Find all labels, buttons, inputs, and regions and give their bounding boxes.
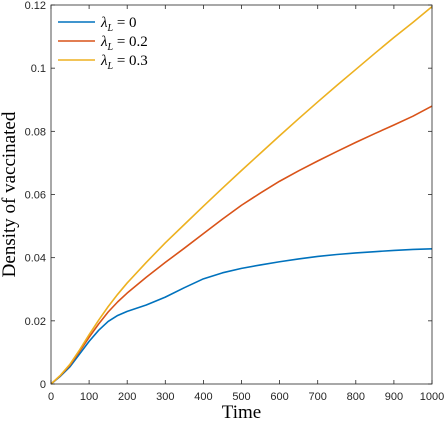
- y-axis-title: Density of vaccinated: [0, 111, 20, 277]
- series-layer: [50, 5, 433, 385]
- y-tick-label: 0.02: [25, 316, 46, 328]
- x-tick-label: 400: [194, 391, 212, 403]
- legend-label-3: λL = 0.3: [100, 53, 148, 72]
- x-tick-label: 1000: [420, 391, 444, 403]
- legend: λL = 0λL = 0.2λL = 0.3: [58, 15, 148, 72]
- x-tick-label: 500: [232, 391, 250, 403]
- y-tick-label: 0.04: [25, 253, 46, 265]
- y-tick-label: 0.08: [25, 126, 46, 138]
- series-line-1: [50, 248, 433, 385]
- legend-label-2: λL = 0.2: [100, 34, 148, 53]
- x-tick-label: 700: [309, 391, 327, 403]
- x-tick-label: 600: [270, 391, 288, 403]
- y-tick-label: 0.1: [31, 63, 46, 75]
- legend-label-1: λL = 0: [100, 15, 137, 34]
- y-axis: 0 0.02 0.04 0.06 0.08 0.1 0.12: [25, 0, 432, 391]
- x-axis: 0 100 200 300 400 500 600 700 800 900 1000: [48, 5, 444, 403]
- x-tick-label: 800: [347, 391, 365, 403]
- x-tick-label: 100: [80, 391, 98, 403]
- x-tick-label: 200: [118, 391, 136, 403]
- series-line-3: [50, 5, 433, 385]
- series-line-2: [50, 105, 433, 385]
- y-tick-label: 0.12: [25, 0, 46, 12]
- y-tick-label: 0.06: [25, 190, 46, 202]
- y-tick-label: 0: [40, 379, 46, 391]
- plot-area: [51, 5, 432, 384]
- x-axis-title: Time: [222, 402, 261, 421]
- x-tick-label: 900: [385, 391, 403, 403]
- x-tick-label: 0: [48, 391, 54, 403]
- x-tick-label: 300: [156, 391, 174, 403]
